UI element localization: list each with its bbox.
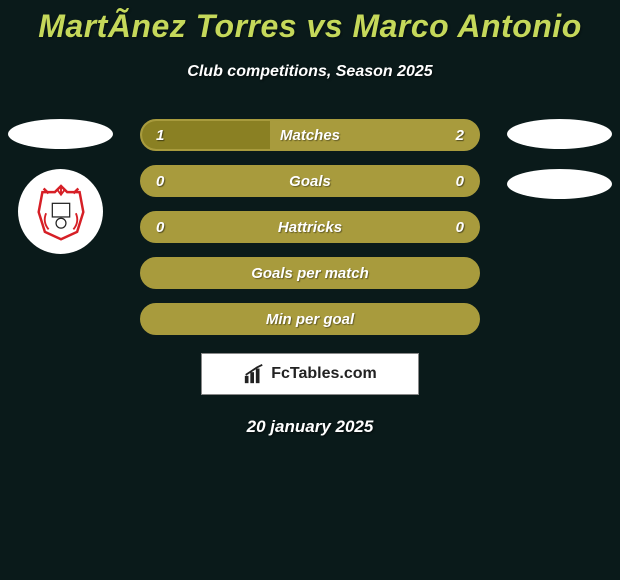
page-title: MartÃ­nez Torres vs Marco Antonio	[0, 0, 620, 45]
stat-value-right: 0	[456, 173, 464, 190]
stat-label: Hattricks	[142, 219, 478, 236]
stat-bar-min-per-goal: Min per goal	[140, 303, 480, 335]
stat-label: Matches	[142, 127, 478, 144]
site-logo: FcTables.com	[201, 353, 419, 395]
left-club-crest-icon	[18, 169, 103, 254]
stat-value-right: 0	[456, 219, 464, 236]
stat-bar-goals: 0 Goals 0	[140, 165, 480, 197]
page-subtitle: Club competitions, Season 2025	[0, 63, 620, 81]
right-club-placeholder-icon	[507, 169, 612, 199]
chart-icon	[243, 363, 265, 385]
snapshot-date: 20 january 2025	[0, 417, 620, 437]
stat-label: Goals	[142, 173, 478, 190]
left-player-badges	[8, 119, 113, 254]
comparison-content: 1 Matches 2 0 Goals 0 0 Hattricks 0 Goal…	[0, 119, 620, 437]
stat-bar-hattricks: 0 Hattricks 0	[140, 211, 480, 243]
stat-label: Goals per match	[142, 265, 478, 282]
site-name: FcTables.com	[271, 365, 377, 383]
stat-bars: 1 Matches 2 0 Goals 0 0 Hattricks 0 Goal…	[140, 119, 480, 335]
right-player-badges	[507, 119, 612, 219]
stat-value-right: 2	[456, 127, 464, 144]
stat-bar-goals-per-match: Goals per match	[140, 257, 480, 289]
right-player-placeholder-icon	[507, 119, 612, 149]
stat-label: Min per goal	[142, 311, 478, 328]
left-player-placeholder-icon	[8, 119, 113, 149]
stat-bar-matches: 1 Matches 2	[140, 119, 480, 151]
